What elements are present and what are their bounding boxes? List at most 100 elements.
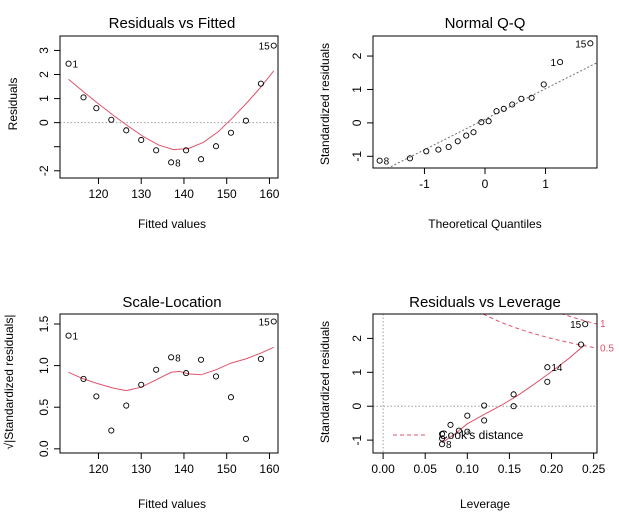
residuals-vs-leverage-point-1 — [439, 435, 446, 442]
scale-location-point-5 — [138, 381, 145, 388]
normal-qq-panel: Normal Q-Q Theoretical Quantiles Standar… — [318, 15, 598, 231]
residuals-vs-fitted-ytick-label-5: 3 — [37, 47, 51, 54]
residuals-vs-leverage-point-label-15: 15 — [570, 320, 582, 331]
normal-qq-point-label-8: 8 — [384, 157, 390, 168]
scale-location-point-6 — [153, 366, 160, 373]
residuals-vs-leverage-plot-frame — [372, 313, 598, 454]
scale-location-xtick-label-4: 160 — [259, 462, 279, 476]
scale-location-point-14 — [270, 318, 277, 325]
normal-qq-point-2 — [423, 148, 430, 155]
residuals-vs-fitted-ylabel: Residuals — [6, 78, 20, 131]
normal-qq-point-6 — [463, 132, 470, 139]
scale-location-title: Scale-Location — [122, 294, 221, 311]
residuals-vs-fitted-smoother-line — [68, 70, 275, 151]
normal-qq-point-8 — [478, 119, 485, 126]
scale-location-point-label-8: 8 — [175, 353, 181, 364]
scale-location-ytick-label-2: 1.0 — [37, 357, 51, 374]
scale-location-panel: Scale-Location Fitted values √|Standardi… — [2, 294, 280, 511]
normal-qq-point-7 — [470, 129, 477, 136]
normal-qq-ytick-label-0: -1 — [350, 151, 364, 162]
normal-qq-point-17 — [587, 40, 594, 47]
residuals-vs-leverage-point-6 — [464, 428, 471, 435]
residuals-vs-leverage-title: Residuals vs Leverage — [409, 294, 561, 311]
normal-qq-point-16 — [557, 59, 564, 66]
normal-qq-xtick-label-0: -1 — [419, 177, 430, 191]
scale-location-ytick-label-0: 0.0 — [37, 440, 51, 457]
normal-qq-ytick-label-3: 2 — [350, 52, 364, 59]
residuals-vs-fitted-xtick-label-4: 160 — [259, 187, 279, 201]
normal-qq-point-3 — [435, 146, 442, 153]
scale-location-ylabel: √|Standardized residuals| — [2, 315, 16, 450]
residuals-vs-leverage-point-13 — [577, 341, 585, 348]
normal-qq-point-13 — [518, 95, 525, 102]
residuals-vs-fitted-point-9 — [198, 156, 205, 163]
residuals-vs-fitted-ytick-label-3: 1 — [37, 95, 51, 102]
residuals-vs-fitted-point-7 — [168, 159, 175, 166]
residuals-vs-fitted-point-1 — [80, 94, 87, 101]
normal-qq-point-label-1: 1 — [551, 58, 557, 69]
residuals-vs-leverage-ytick-label-1: 0 — [350, 403, 364, 410]
residuals-vs-leverage-ylabel: Standardized residuals — [318, 321, 332, 443]
residuals-vs-fitted-point-label-15: 15 — [259, 42, 271, 53]
residuals-vs-leverage-point-3 — [447, 421, 454, 428]
scale-location-point-label-1: 1 — [73, 332, 79, 343]
residuals-vs-leverage-point-0 — [439, 441, 446, 448]
residuals-vs-fitted-point-3 — [108, 116, 115, 123]
scale-location-point-3 — [108, 427, 115, 434]
residuals-vs-fitted-panel: Residuals vs Fitted Fitted values Residu… — [6, 15, 280, 231]
normal-qq-ylabel: Standardized residuals — [318, 43, 332, 165]
residuals-vs-fitted-point-12 — [242, 117, 249, 124]
normal-qq-point-4 — [445, 143, 452, 150]
scale-location-point-8 — [183, 370, 190, 377]
residuals-vs-fitted-point-2 — [93, 105, 100, 112]
residuals-vs-fitted-ytick-label-4: 2 — [37, 71, 51, 78]
scale-location-xtick-label-2: 140 — [174, 462, 194, 476]
normal-qq-title: Normal Q-Q — [445, 15, 526, 32]
residuals-vs-leverage-ytick-label-3: 2 — [350, 335, 364, 342]
residuals-vs-leverage-xtick-label-4: 0.20 — [540, 462, 564, 476]
residuals-vs-fitted-point-label-8: 8 — [175, 158, 181, 169]
residuals-vs-fitted-ytick-label-0: -2 — [37, 165, 51, 176]
residuals-vs-fitted-point-4 — [123, 127, 130, 134]
scale-location-point-9 — [198, 356, 205, 363]
residuals-vs-leverage-point-11 — [544, 378, 551, 385]
residuals-vs-fitted-xtick-label-3: 150 — [217, 187, 237, 201]
scale-location-point-2 — [93, 393, 100, 400]
scale-location-point-1 — [80, 375, 87, 382]
normal-qq-xtick-label-2: 1 — [542, 177, 549, 191]
cooks-distance-contour-0.5 — [482, 314, 597, 349]
cooks-contour-label-1: 1 — [600, 319, 606, 330]
residuals-vs-fitted-point-10 — [212, 143, 220, 150]
residuals-vs-leverage-xtick-label-0: 0.00 — [371, 462, 395, 476]
residuals-vs-leverage-xtick-label-2: 0.10 — [456, 462, 480, 476]
residuals-vs-leverage-ytick-label-2: 1 — [350, 369, 364, 376]
residuals-vs-fitted-point-6 — [153, 147, 160, 154]
scale-location-point-0 — [65, 332, 72, 339]
residuals-vs-leverage-point-14 — [582, 321, 589, 328]
scale-location-point-13 — [257, 355, 264, 362]
cooks-distance-legend-label: Cook's distance — [439, 428, 524, 442]
residuals-vs-leverage-point-7 — [481, 402, 488, 409]
normal-qq-point-5 — [454, 138, 461, 145]
normal-qq-point-14 — [528, 94, 535, 101]
residuals-vs-leverage-point-4 — [455, 427, 462, 434]
scale-location-point-11 — [227, 394, 235, 401]
residuals-vs-leverage-xtick-label-3: 0.15 — [498, 462, 522, 476]
residuals-vs-fitted-point-label-1: 1 — [73, 60, 79, 71]
residuals-vs-leverage-ytick-label-0: -1 — [350, 434, 364, 445]
residuals-vs-fitted-point-0 — [65, 60, 72, 67]
residuals-vs-fitted-xtick-label-0: 120 — [88, 187, 108, 201]
residuals-vs-fitted-point-14 — [270, 42, 277, 49]
residuals-vs-fitted-xtick-label-2: 140 — [174, 187, 194, 201]
scale-location-plot-frame — [59, 313, 279, 454]
scale-location-point-10 — [212, 373, 220, 380]
normal-qq-point-1 — [406, 155, 413, 162]
scale-location-xlabel: Fitted values — [138, 497, 206, 511]
scale-location-point-12 — [242, 435, 249, 442]
residuals-vs-leverage-point-10 — [510, 403, 517, 410]
normal-qq-point-9 — [485, 118, 492, 125]
residuals-vs-leverage-point-label-8: 8 — [446, 440, 452, 451]
residuals-vs-leverage-xlabel: Leverage — [460, 497, 510, 511]
normal-qq-xlabel: Theoretical Quantiles — [428, 217, 541, 231]
